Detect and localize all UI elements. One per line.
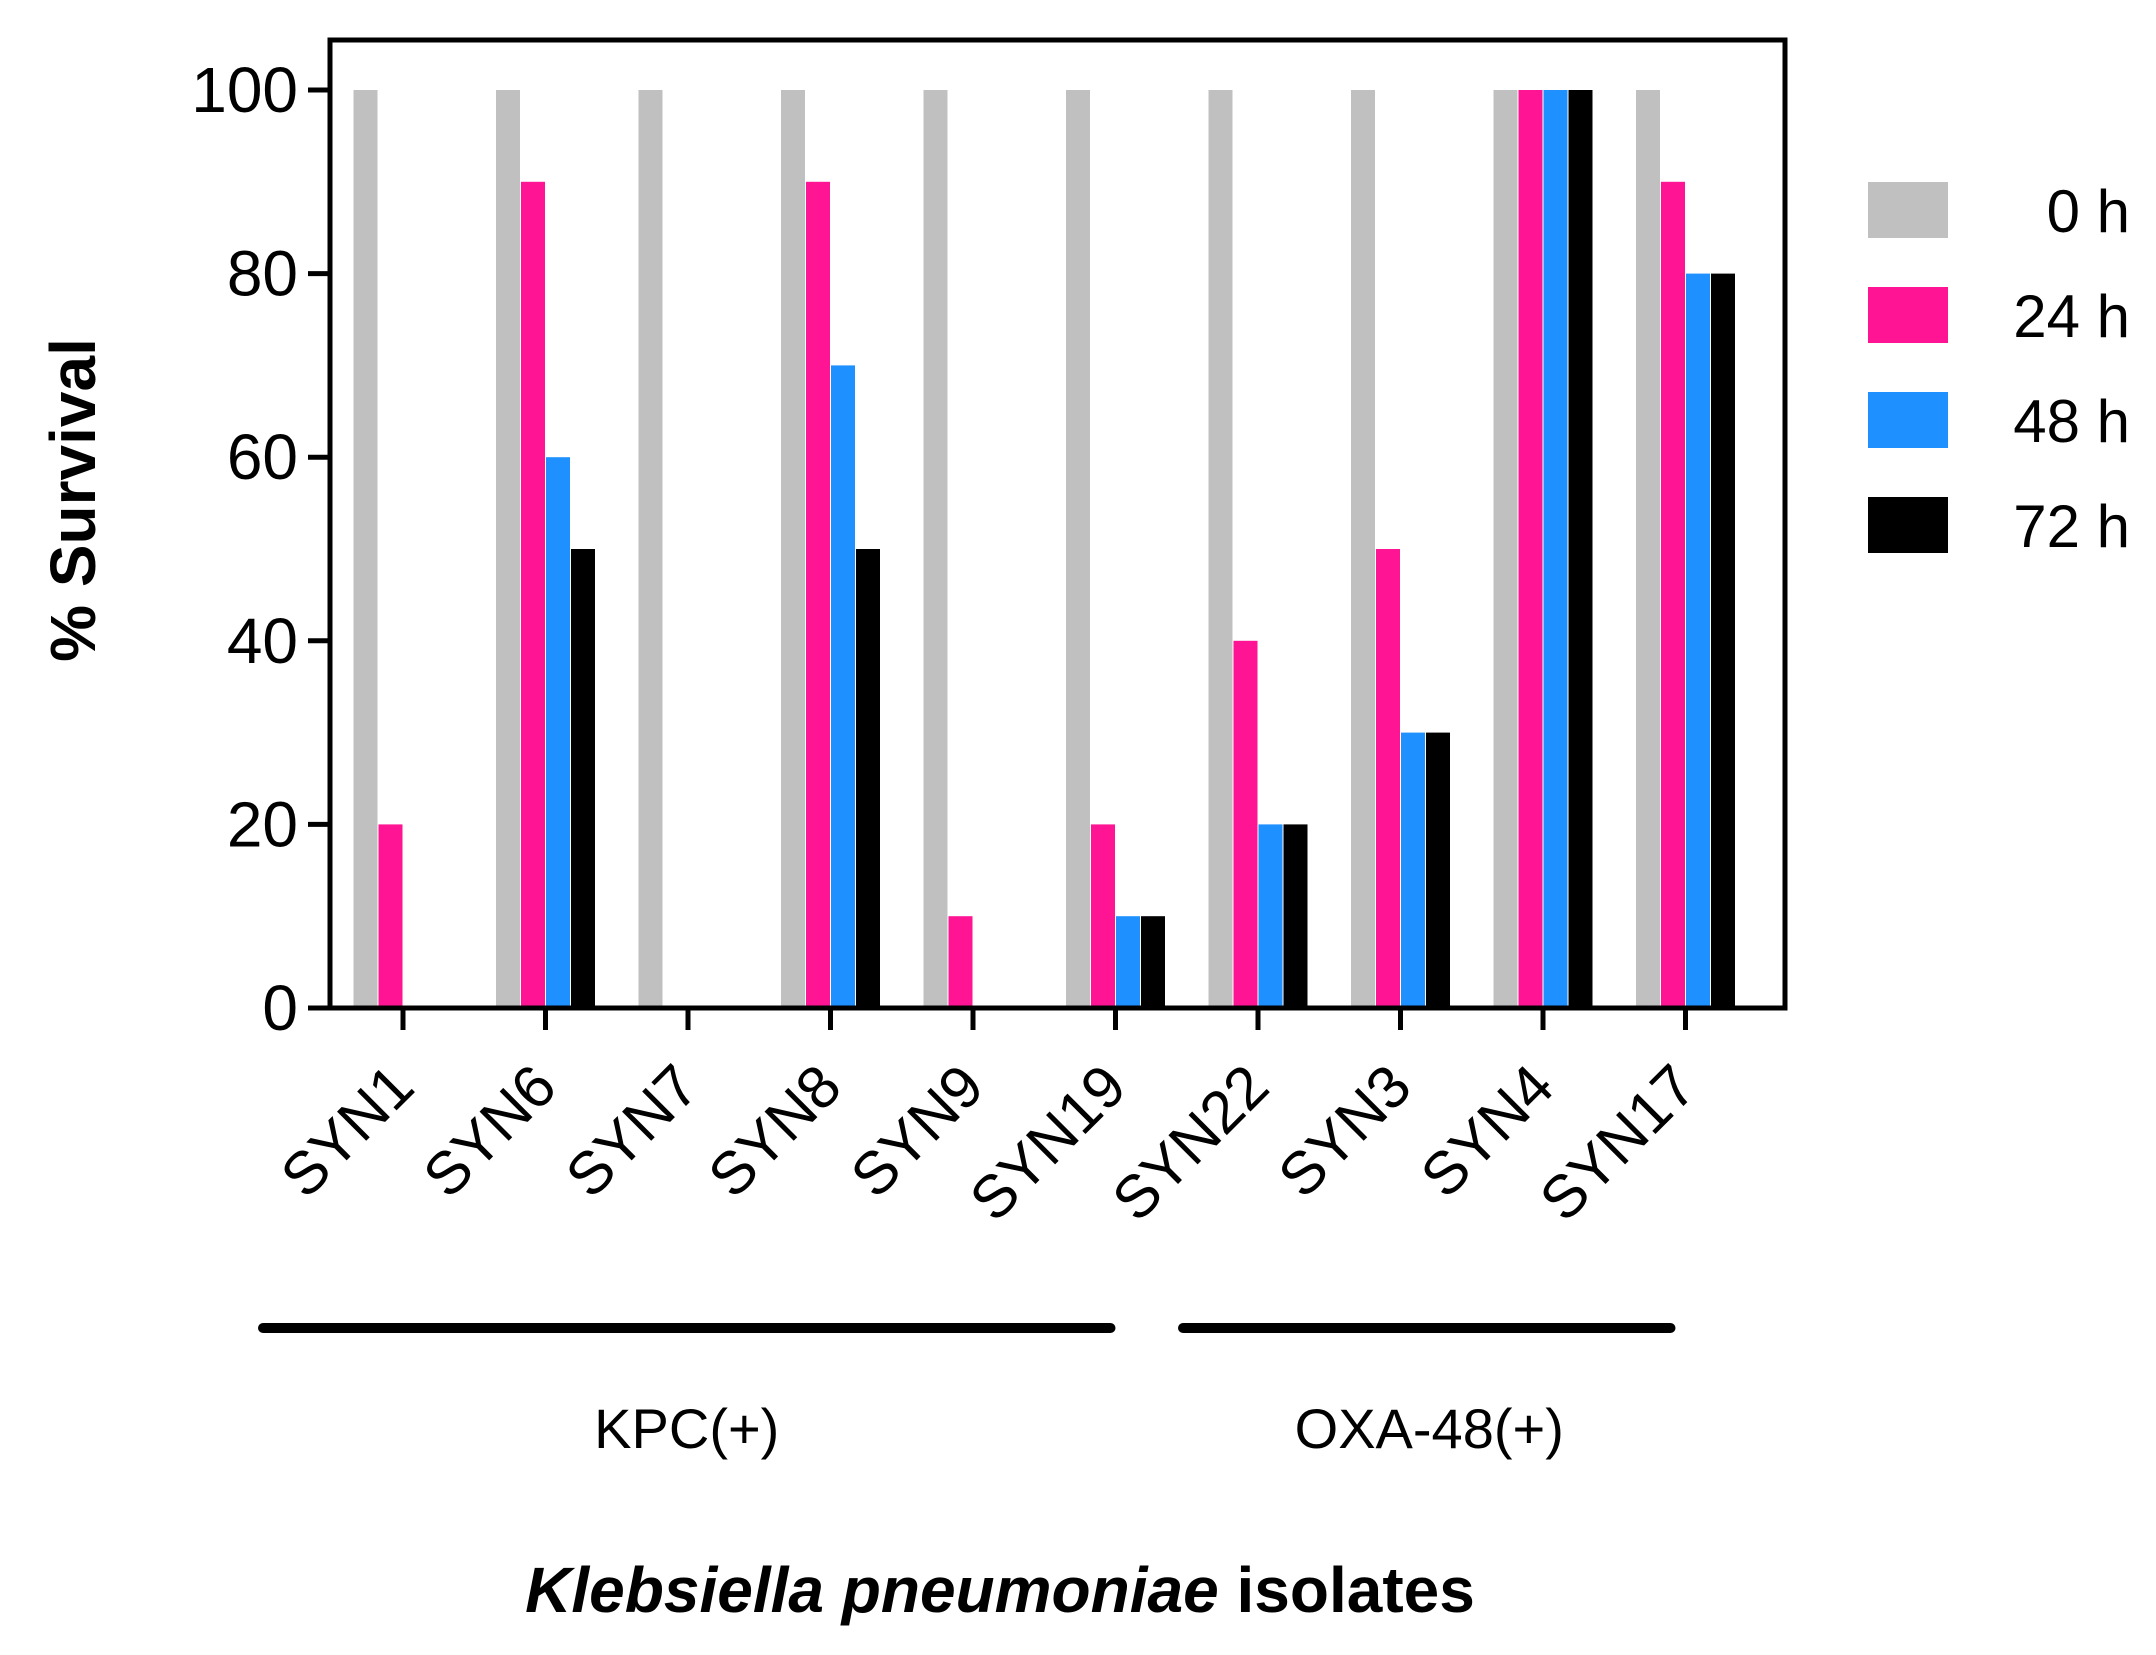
x-tick-label-syn3: SYN3: [1265, 1052, 1423, 1210]
bar-syn4-48h: [1543, 90, 1568, 1008]
legend-swatch-24h: [1868, 287, 1948, 343]
bar-syn8-48h: [831, 365, 855, 1008]
legend-label-24h: 24 h: [2013, 283, 2130, 350]
bar-syn19-72h: [1141, 916, 1165, 1008]
x-tick-label-syn8: SYN8: [695, 1052, 853, 1210]
y-tick-label-100: 100: [191, 54, 298, 126]
bar-syn3-24h: [1376, 549, 1400, 1008]
y-axis: 0 20 40 60 80 100: [191, 54, 330, 1044]
y-tick-label-20: 20: [227, 788, 298, 860]
bar-syn8-24h: [806, 181, 830, 1009]
bar-syn6-24h: [521, 181, 545, 1009]
legend-label-72h: 72 h: [2013, 493, 2130, 560]
bar-syn1-0h: [353, 90, 378, 1008]
x-axis-label-italic: Klebsiella pneumoniae: [525, 1554, 1219, 1626]
x-tick-label-syn19: SYN19: [957, 1052, 1139, 1234]
bar-syn17-48h: [1686, 273, 1710, 1009]
bar-syn9-0h: [923, 90, 948, 1008]
bar-syn4-72h: [1568, 90, 1593, 1008]
x-axis: SYN1SYN6SYN7SYN8SYN9SYN19SYN22SYN3SYN4SY…: [268, 1008, 1709, 1234]
bar-syn6-48h: [546, 457, 570, 1008]
bar-syn22-24h: [1233, 640, 1258, 1008]
x-tick-label-syn6: SYN6: [410, 1052, 568, 1210]
y-tick-label-80: 80: [227, 238, 298, 310]
bar-syn6-0h: [496, 90, 520, 1008]
legend-swatch-72h: [1868, 497, 1948, 553]
bar-syn3-48h: [1401, 732, 1425, 1008]
x-tick-label-syn7: SYN7: [553, 1052, 711, 1210]
bar-syn19-48h: [1116, 916, 1140, 1008]
group-brackets: KPC(+) OXA-48(+): [258, 1323, 1676, 1460]
x-axis-label: Klebsiella pneumoniae isolates: [525, 1554, 1475, 1626]
bar-syn4-0h: [1493, 90, 1518, 1008]
y-tick-label-60: 60: [227, 421, 298, 493]
y-tick-label-40: 40: [227, 605, 298, 677]
bar-syn9-24h: [948, 916, 973, 1008]
legend-swatch-48h: [1868, 392, 1948, 448]
bar-syn1-24h: [378, 824, 403, 1008]
bar-syn19-0h: [1066, 90, 1090, 1008]
legend-swatch-0h: [1868, 182, 1948, 238]
bar-syn22-0h: [1208, 90, 1233, 1008]
bar-syn22-72h: [1283, 824, 1308, 1008]
group-label-kpc: KPC(+): [594, 1397, 779, 1460]
plot-frame: [327, 37, 1788, 1011]
bar-syn8-72h: [856, 549, 880, 1008]
legend-label-48h: 48 h: [2013, 388, 2130, 455]
bar-syn17-72h: [1711, 273, 1735, 1009]
bar-syn17-0h: [1636, 90, 1660, 1008]
bar-syn7-0h: [638, 90, 663, 1008]
bar-syn22-48h: [1258, 824, 1283, 1008]
bar-syn3-72h: [1426, 732, 1450, 1008]
x-tick-label-syn22: SYN22: [1099, 1052, 1281, 1234]
y-axis-label: % Survival: [37, 338, 109, 662]
bar-syn4-24h: [1518, 90, 1543, 1008]
legend-label-0h: 0 h: [2047, 178, 2130, 245]
bar-syn3-0h: [1351, 90, 1375, 1008]
bar-syn6-72h: [571, 549, 595, 1008]
x-tick-label-syn17: SYN17: [1527, 1052, 1709, 1234]
group-label-oxa-48: OXA-48(+): [1295, 1397, 1564, 1460]
x-tick-label-syn1: SYN1: [268, 1052, 426, 1210]
legend: 0 h 24 h 48 h 72 h: [1868, 178, 2130, 560]
bar-syn8-0h: [781, 90, 805, 1008]
bar-syn19-24h: [1091, 824, 1115, 1008]
y-tick-label-0: 0: [262, 972, 298, 1044]
x-axis-label-rest: isolates: [1219, 1554, 1475, 1626]
bar-syn17-24h: [1661, 181, 1685, 1009]
bars: [353, 90, 1735, 1009]
